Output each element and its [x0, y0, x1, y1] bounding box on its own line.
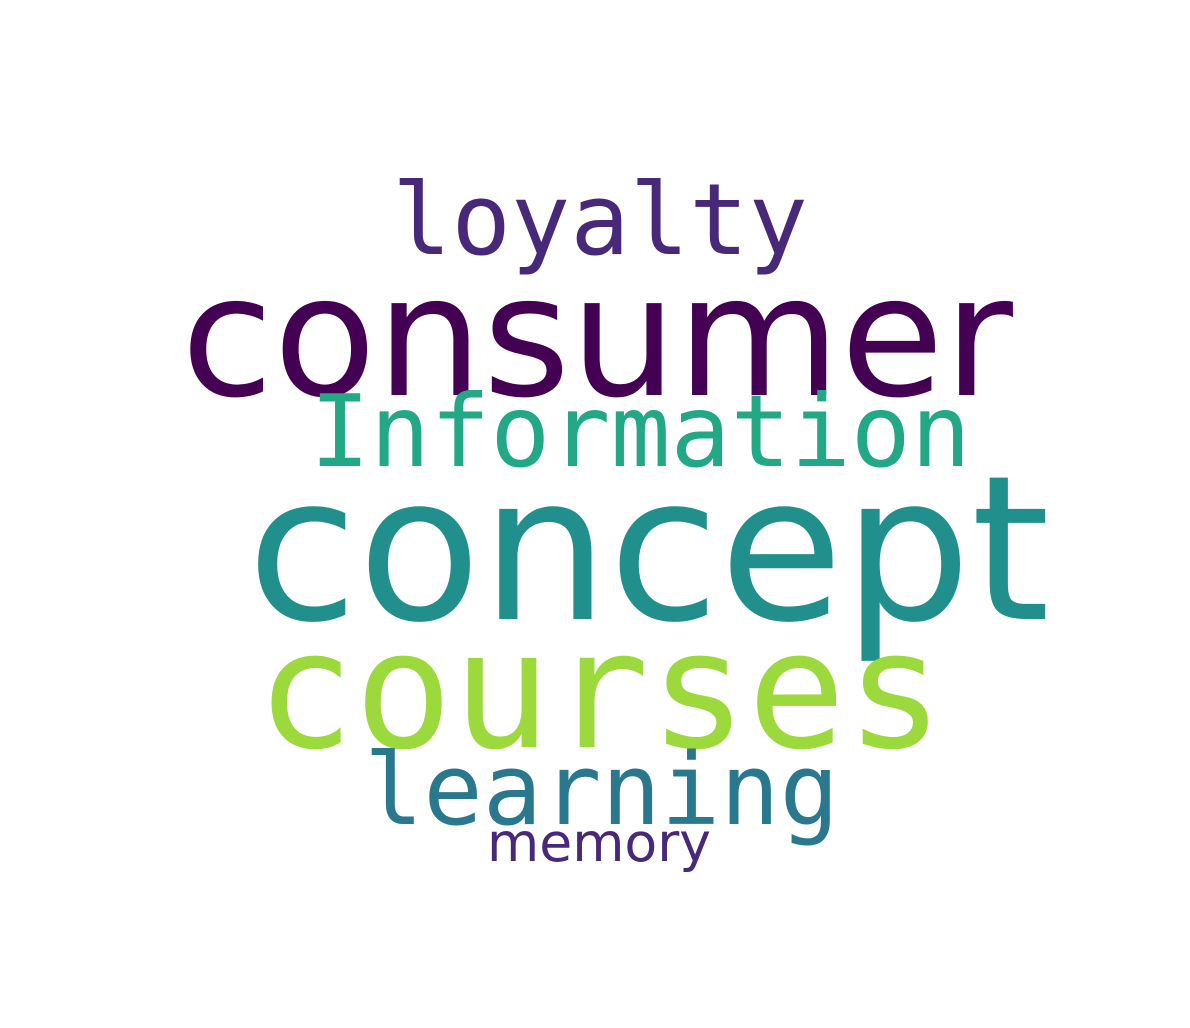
word-memory: memory	[487, 810, 711, 874]
word-information: Information	[310, 373, 971, 491]
word-courses: courses	[256, 595, 944, 787]
word-concept: concept	[247, 433, 1050, 668]
word-consumer: consumer	[181, 238, 1013, 435]
word-learning: learning	[364, 732, 839, 848]
word-loyalty: loyalty	[392, 162, 808, 278]
